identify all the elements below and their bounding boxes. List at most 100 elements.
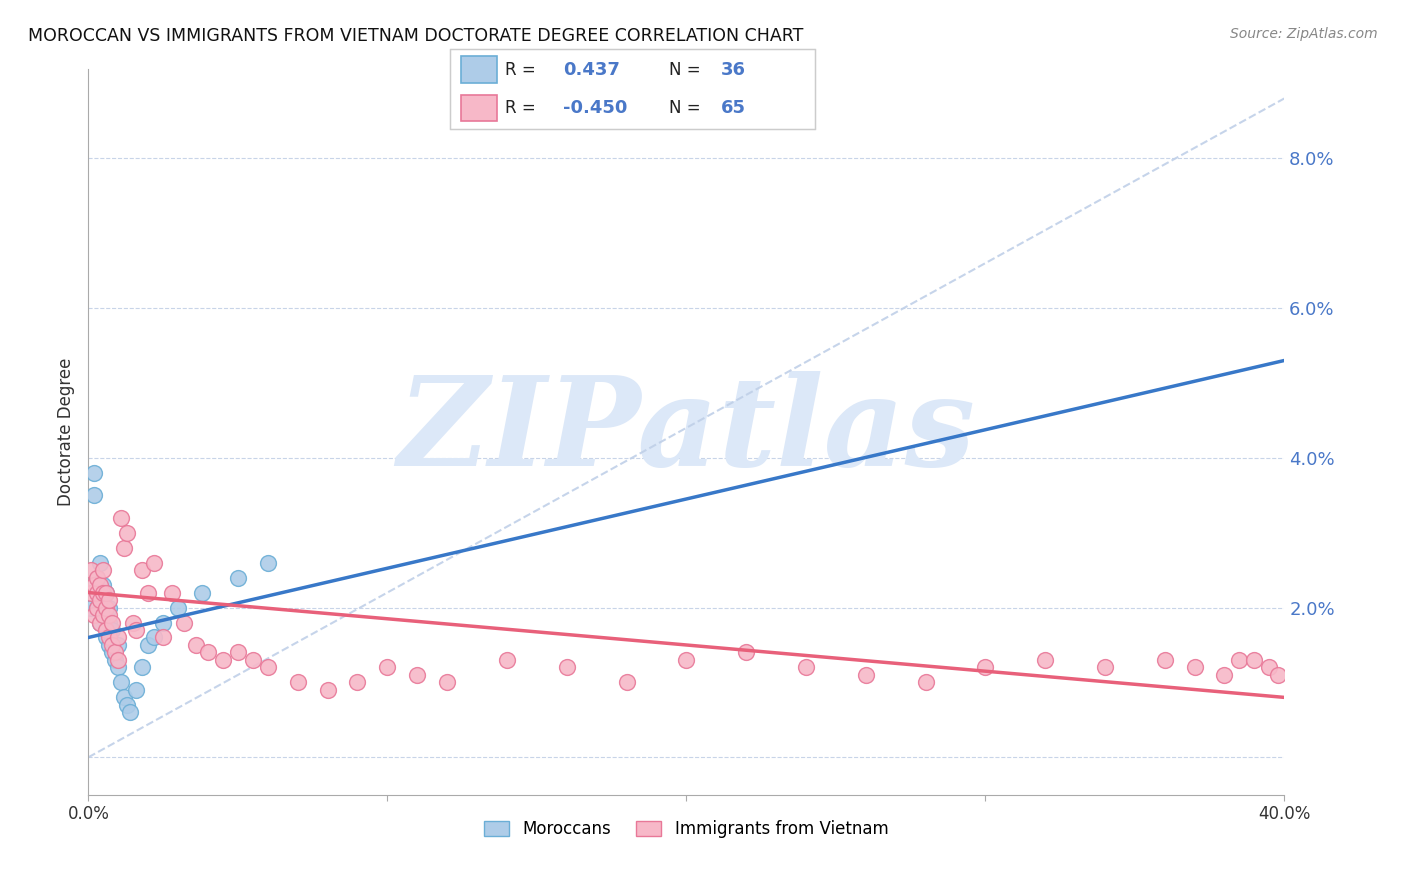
Text: 36: 36 (720, 61, 745, 78)
Point (91, 607, 114, 622)
Point (98, 615, 121, 630)
Text: MOROCCAN VS IMMIGRANTS FROM VIETNAM DOCTORATE DEGREE CORRELATION CHART: MOROCCAN VS IMMIGRANTS FROM VIETNAM DOCT… (28, 27, 803, 45)
Point (91, 578, 114, 592)
Text: N =: N = (669, 99, 700, 117)
Point (98, 593, 121, 607)
Point (104, 645, 127, 659)
Point (80, 563, 103, 577)
Point (160, 585, 183, 599)
FancyBboxPatch shape (461, 95, 498, 121)
Point (131, 660, 153, 674)
Point (101, 645, 124, 659)
Point (794, 660, 817, 674)
Point (167, 600, 190, 615)
Point (197, 645, 219, 659)
Point (86, 571, 108, 585)
Point (125, 623, 148, 637)
Point (152, 631, 174, 645)
Text: R =: R = (505, 61, 536, 78)
Point (735, 645, 758, 659)
Point (287, 675, 309, 690)
Point (120, 706, 142, 720)
Point (184, 638, 207, 652)
Point (974, 660, 997, 674)
Point (86, 571, 108, 585)
Point (101, 615, 124, 630)
Point (346, 675, 368, 690)
Point (112, 690, 135, 705)
Point (89, 615, 111, 630)
Point (96, 631, 118, 645)
Text: 0.437: 0.437 (564, 61, 620, 78)
Point (173, 615, 195, 630)
Point (122, 615, 145, 630)
Point (80, 585, 103, 599)
Point (104, 653, 127, 667)
Point (436, 675, 458, 690)
Legend: Moroccans, Immigrants from Vietnam: Moroccans, Immigrants from Vietnam (478, 814, 896, 845)
Point (555, 660, 578, 674)
Point (83, 466, 105, 480)
Point (1258, 660, 1281, 674)
Point (86, 600, 108, 615)
Point (89, 578, 111, 592)
Point (616, 675, 638, 690)
Point (226, 571, 249, 585)
Point (136, 585, 159, 599)
Point (98, 638, 121, 652)
Point (115, 698, 138, 712)
Point (101, 623, 124, 637)
Text: 65: 65 (720, 99, 745, 117)
Point (152, 615, 174, 630)
Point (83, 578, 105, 592)
Point (89, 593, 111, 607)
Point (107, 660, 129, 674)
Point (143, 631, 166, 645)
Point (107, 638, 129, 652)
Point (91, 585, 114, 599)
Point (1153, 653, 1175, 667)
Point (1243, 653, 1265, 667)
Point (98, 631, 121, 645)
Point (131, 563, 153, 577)
Point (136, 638, 159, 652)
Point (96, 585, 118, 599)
Point (110, 510, 132, 524)
Point (96, 600, 118, 615)
Point (86, 600, 108, 615)
Point (1267, 668, 1289, 682)
Point (125, 682, 148, 697)
Point (96, 585, 118, 599)
Point (256, 556, 278, 570)
Text: N =: N = (669, 61, 700, 78)
Point (375, 660, 398, 674)
Point (89, 615, 111, 630)
Point (1213, 668, 1236, 682)
Point (91, 593, 114, 607)
Point (112, 541, 135, 555)
Point (86, 585, 108, 599)
Point (675, 653, 697, 667)
Text: Source: ZipAtlas.com: Source: ZipAtlas.com (1230, 27, 1378, 41)
Point (256, 660, 278, 674)
Point (91, 563, 114, 577)
Point (212, 653, 235, 667)
Point (496, 653, 519, 667)
Point (80, 600, 103, 615)
Y-axis label: Doctorate Degree: Doctorate Degree (58, 358, 75, 506)
Point (143, 556, 166, 570)
Point (101, 638, 124, 652)
Point (1033, 653, 1056, 667)
Point (89, 556, 111, 570)
Point (226, 645, 249, 659)
Point (110, 675, 132, 690)
Point (96, 623, 118, 637)
Point (98, 600, 121, 615)
Point (98, 607, 121, 622)
Point (89, 585, 111, 599)
Point (316, 682, 339, 697)
Point (83, 488, 105, 502)
Point (115, 525, 138, 540)
Point (86, 585, 108, 599)
Point (107, 631, 129, 645)
